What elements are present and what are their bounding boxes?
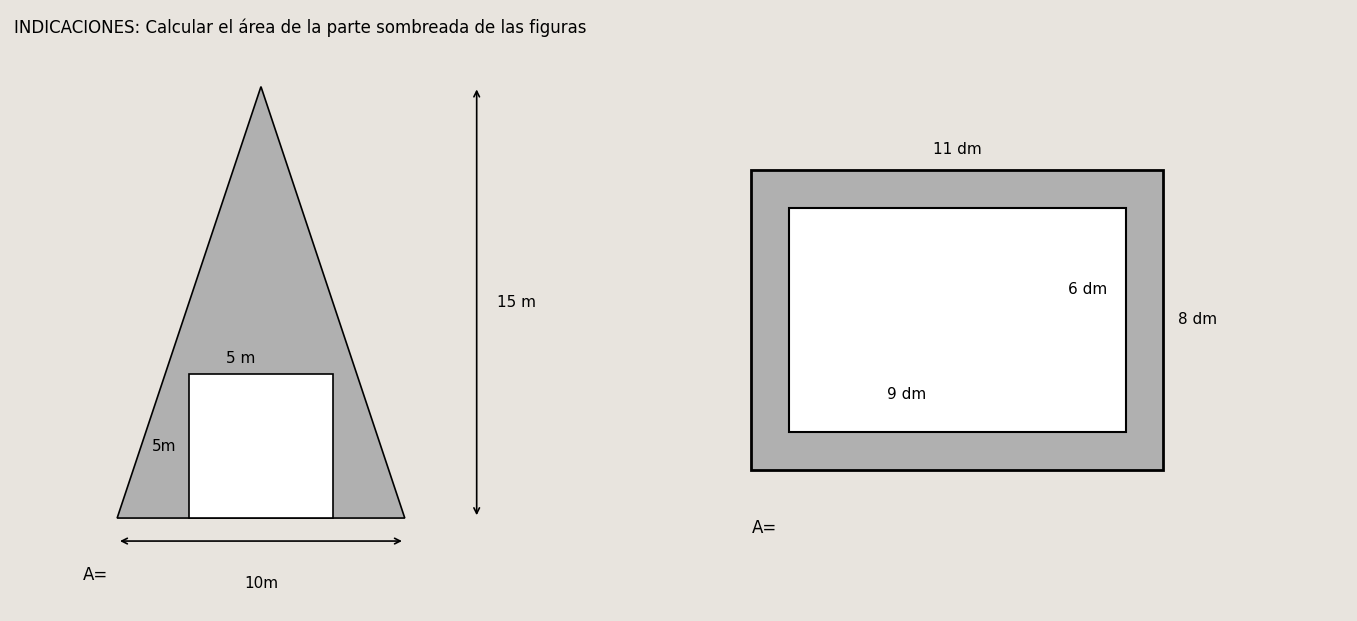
Text: 5 m: 5 m (227, 351, 256, 366)
Text: 9 dm: 9 dm (887, 388, 927, 402)
Text: A=: A= (83, 566, 109, 584)
Text: 5m: 5m (152, 438, 176, 453)
Text: 10m: 10m (244, 576, 278, 591)
Bar (752, 170, 1163, 469)
Bar (788, 207, 1126, 432)
Text: 11 dm: 11 dm (934, 142, 981, 157)
Text: 15 m: 15 m (497, 295, 536, 310)
Text: INDICACIONES: Calcular el área de la parte sombreada de las figuras: INDICACIONES: Calcular el área de la par… (14, 19, 586, 37)
Text: 6 dm: 6 dm (1068, 283, 1107, 297)
Text: A=: A= (752, 519, 776, 537)
Polygon shape (117, 86, 404, 518)
Text: 8 dm: 8 dm (1178, 312, 1217, 327)
Bar (189, 374, 332, 518)
